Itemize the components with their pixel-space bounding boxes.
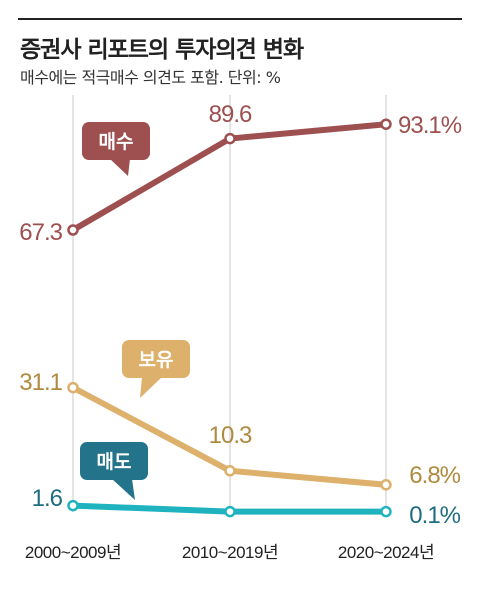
bubble-box-1 xyxy=(82,122,150,160)
data-point-1-1 xyxy=(67,224,79,236)
chart-subtitle: 매수에는 적극매수 의견도 포함. 단위: % xyxy=(20,68,281,87)
bubble-box-3 xyxy=(80,442,148,480)
series-bubble-3: 매도 xyxy=(80,442,148,500)
series-bubble-2: 보유 xyxy=(122,340,190,398)
data-label-2-2: 10.3 xyxy=(209,422,252,449)
data-label-1-1: 67.3 xyxy=(19,219,62,246)
data-label-2-3: 6.8% xyxy=(409,462,460,489)
x-tick-label-3: 2020~2024년 xyxy=(338,543,434,562)
bubble-tail-2 xyxy=(140,377,162,398)
data-label-1-2: 89.6 xyxy=(209,101,252,128)
bubble-box-2 xyxy=(122,340,190,378)
data-point-1-3 xyxy=(380,118,392,130)
series-name-3: 매도 xyxy=(97,451,132,473)
data-label-2-1: 31.1 xyxy=(19,369,62,396)
series-name-2: 보유 xyxy=(139,349,174,371)
top-rule xyxy=(18,18,462,20)
data-point-3-2 xyxy=(224,505,236,518)
data-point-2-3 xyxy=(380,479,392,491)
data-label-3-3: 0.1% xyxy=(409,502,460,529)
data-label-3-1: 1.6 xyxy=(32,485,63,512)
data-point-1-2 xyxy=(224,132,236,145)
series-name-1: 매수 xyxy=(99,131,134,153)
data-label-1-3: 93.1% xyxy=(398,112,462,139)
series-bubble-1: 매수 xyxy=(82,122,150,176)
x-tick-label-1: 2000~2009년 xyxy=(25,543,121,562)
bubble-tail-3 xyxy=(112,479,135,500)
chart-title: 증권사 리포트의 투자의견 변화 xyxy=(20,37,304,63)
data-point-3-1 xyxy=(67,499,79,512)
bubble-tail-1 xyxy=(110,159,130,176)
data-point-2-2 xyxy=(224,465,236,477)
data-point-2-1 xyxy=(67,381,79,394)
data-point-3-3 xyxy=(380,505,392,518)
x-tick-label-2: 2010~2019년 xyxy=(182,543,278,562)
